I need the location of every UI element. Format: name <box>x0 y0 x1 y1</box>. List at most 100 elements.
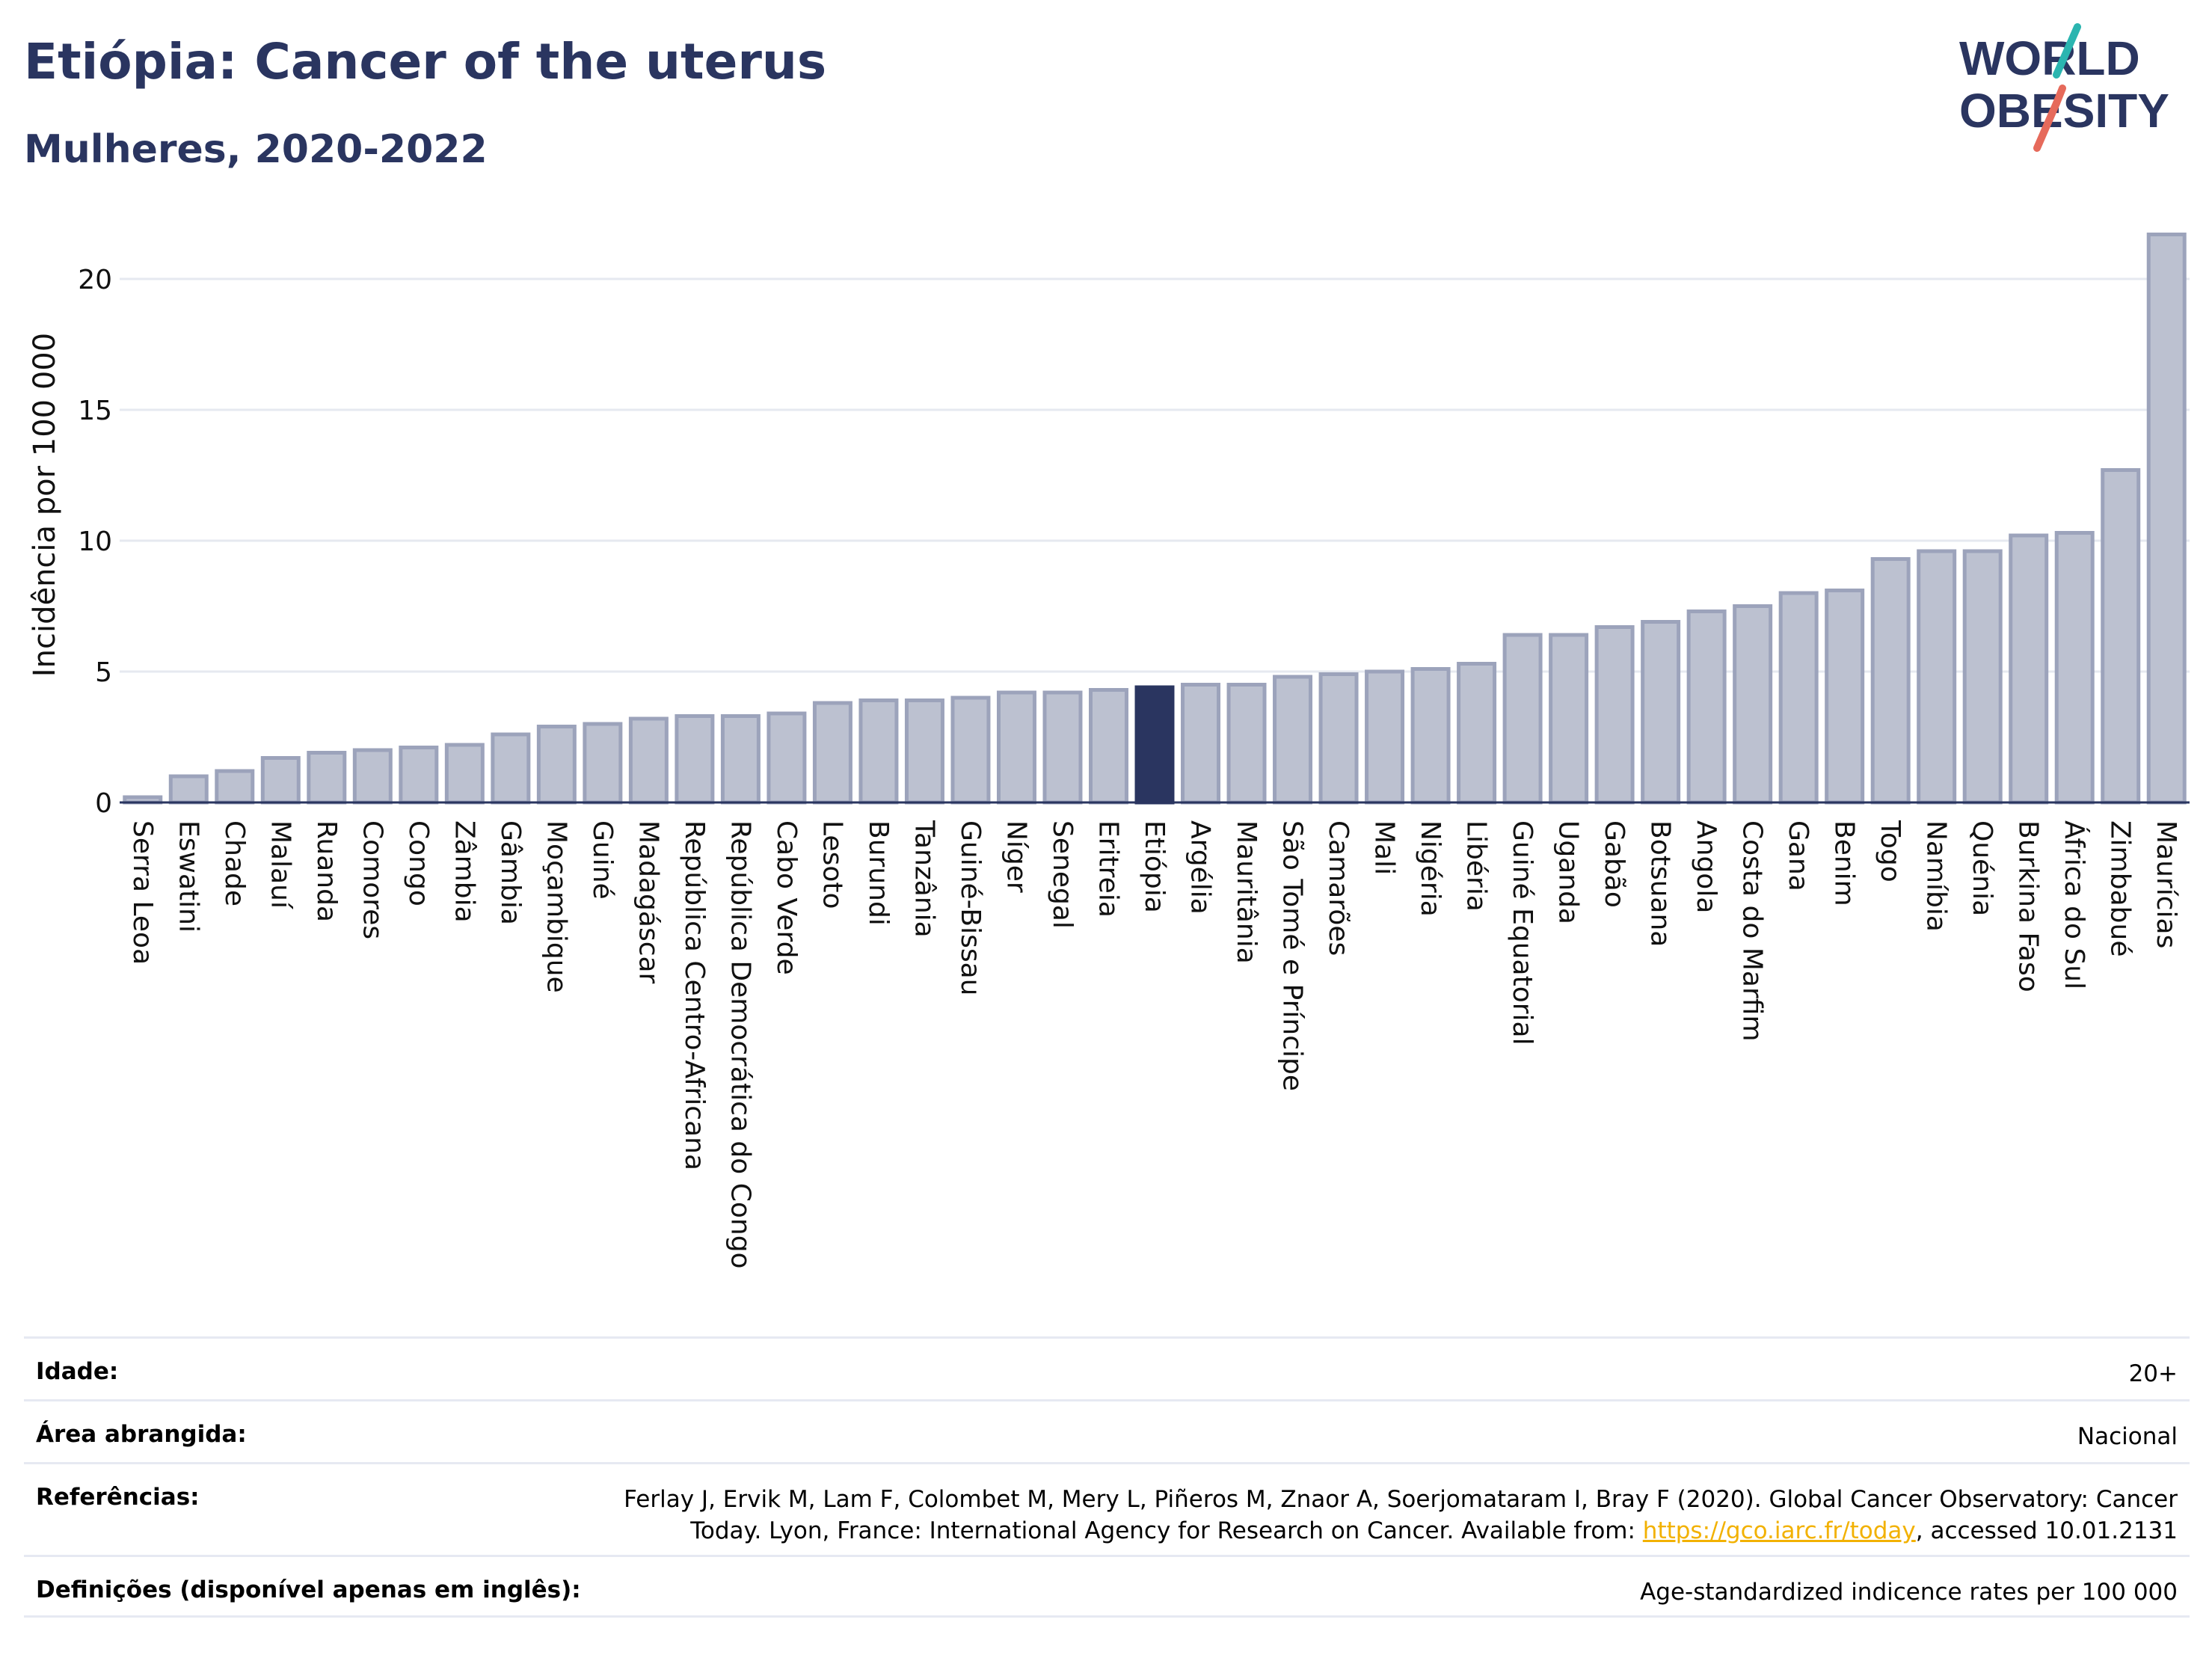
x-tick-label: Camarões <box>1323 820 1354 956</box>
bar-camar-es <box>1318 672 1359 805</box>
bar-mali <box>1365 669 1405 805</box>
x-tick-label: Uganda <box>1553 820 1584 924</box>
x-tick-label: Angola <box>1691 820 1721 913</box>
x-tick-label: África do Sul <box>2059 820 2090 989</box>
x-tick-label: São Tomé e Príncipe <box>1277 820 1308 1091</box>
reference-text: Ferlay J, Ervik M, Lam F, Colombet M, Me… <box>624 1486 2178 1544</box>
x-tick-label: República Democrática do Congo <box>725 820 755 1269</box>
x-tick-label: Cabo Verde <box>771 820 802 975</box>
bar-lib-ria <box>1457 662 1497 805</box>
bar-rep-blica-democr-tica-do-congo <box>720 714 761 805</box>
x-tick-label: Zimbabué <box>2105 820 2136 957</box>
bar-senegal <box>1042 690 1083 805</box>
x-tick-label: Malauí <box>265 820 295 909</box>
x-tick-label: Madagáscar <box>633 820 663 984</box>
x-tick-label: Guiné-Bissau <box>955 820 986 995</box>
x-tick-label: Libéria <box>1461 820 1492 912</box>
y-tick-label: 10 <box>78 526 112 557</box>
x-tick-label: Eritreia <box>1093 820 1123 918</box>
x-tick-label: Tanzânia <box>909 820 939 938</box>
bar-tanz-nia <box>904 698 944 805</box>
x-tick-label: Namíbia <box>1921 820 1952 932</box>
bar-congo <box>399 746 439 805</box>
x-tick-label: Mauritânia <box>1231 820 1262 964</box>
bars <box>120 233 2190 805</box>
x-tick-label: Níger <box>1001 820 1031 893</box>
x-tick-label: Etiópia <box>1139 820 1170 913</box>
y-tick-labels: 0 5 10 15 20 <box>78 265 112 819</box>
page-title: Etiópia: Cancer of the uterus <box>24 33 827 90</box>
bar-maurit-nia <box>1226 683 1267 805</box>
bar-nig-ria <box>1410 667 1451 805</box>
y-tick-label: 5 <box>95 657 112 688</box>
y-tick-label: 20 <box>78 265 112 295</box>
x-tick-label: Benim <box>1829 820 1860 906</box>
page-subtitle: Mulheres, 2020-2022 <box>24 127 488 172</box>
info-row-definitions: Definições (disponível apenas em inglês)… <box>24 1555 2190 1618</box>
x-tick-label: Comores <box>357 820 387 939</box>
x-tick-label: Burkina Faso <box>2013 820 2044 992</box>
bar-burkina-faso <box>2009 533 2049 805</box>
bar-zimbabu- <box>2101 468 2141 805</box>
bar-eritreia <box>1088 688 1128 805</box>
x-tick-label: Gana <box>1783 820 1813 891</box>
y-tick-label: 0 <box>95 788 112 819</box>
bar-eti-pia <box>1134 685 1175 805</box>
bar-botsuana <box>1641 620 1681 805</box>
bar-nam-bia <box>1917 549 1957 805</box>
info-row-age: Idade: 20+ <box>24 1336 2190 1399</box>
bar-uganda <box>1549 633 1589 805</box>
bar-chart: 0 5 10 15 20 Serra Leoa Eswatini Chade Malauí Ru… <box>78 233 2190 1269</box>
bar-guin-equatorial <box>1502 633 1543 805</box>
x-tick-label: Ruanda <box>311 820 342 922</box>
logo-slash-red <box>2033 99 2060 152</box>
bar-guin-bissau <box>950 696 991 805</box>
x-tick-label: Senegal <box>1047 820 1078 929</box>
x-tick-label: Burundi <box>863 820 894 926</box>
bar-madag-scar <box>628 716 669 805</box>
bar-rep-blica-centro-africana <box>675 714 715 805</box>
x-tick-label: Moçambique <box>541 820 571 993</box>
bar-comores <box>352 748 393 805</box>
x-tick-label: Quénia <box>1967 820 1997 916</box>
reference-link[interactable]: https://gco.iarc.fr/today <box>1642 1517 1916 1544</box>
bar-malau- <box>260 756 301 805</box>
bar-g-mbia <box>491 732 531 805</box>
bar-costa-do-marfim <box>1733 604 1773 805</box>
bar-s-o-tom-e-pr-ncipe <box>1273 675 1313 805</box>
bar-gab-o <box>1594 625 1635 805</box>
info-table: Idade: 20+ Área abrangida: Nacional Refe… <box>24 1336 2190 1618</box>
info-value-references: Ferlay J, Ervik M, Lam F, Colombet M, Me… <box>570 1484 2178 1547</box>
bar-cabo-verde <box>766 711 807 805</box>
info-row-references: Referências: Ferlay J, Ervik M, Lam F, C… <box>24 1462 2190 1555</box>
bar-n-ger <box>996 690 1036 805</box>
x-tick-label: Serra Leoa <box>127 820 158 965</box>
x-tick-label: Congo <box>403 820 434 906</box>
x-tick-label: Gabão <box>1599 820 1629 908</box>
x-tick-label: Nigéria <box>1415 820 1446 917</box>
info-row-area: Área abrangida: Nacional <box>24 1399 2190 1462</box>
logo-slash-teal <box>2053 23 2081 79</box>
logo-slash-mid <box>2053 85 2066 107</box>
bar-lesoto <box>812 701 852 805</box>
y-tick-label: 15 <box>78 396 112 426</box>
x-tick-label: Botsuana <box>1645 820 1676 947</box>
logo-text-world: WORLD <box>1959 31 2140 85</box>
info-label-area: Área abrangida: <box>36 1421 247 1448</box>
reference-accessed: , accessed 10.01.2131 <box>1915 1517 2178 1544</box>
x-tick-label: Argélia <box>1185 820 1216 915</box>
info-value-age: 20+ <box>2128 1360 2178 1387</box>
bar-chade <box>215 769 255 805</box>
bar-qu-nia <box>1962 549 2003 805</box>
x-tick-label: Mali <box>1369 820 1400 875</box>
x-tick-label: Costa do Marfim <box>1737 820 1768 1042</box>
bar-angola <box>1686 610 1727 805</box>
x-tick-labels: Serra Leoa Eswatini Chade Malauí Ruanda Comor… <box>127 820 2181 1269</box>
x-tick-label: Maurícias <box>2151 820 2181 948</box>
x-tick-label: Togo <box>1875 820 1905 882</box>
x-tick-label: Zâmbia <box>449 820 479 923</box>
x-tick-label: Chade <box>219 820 250 906</box>
bar-guin- <box>583 722 623 805</box>
bar--frica-do-sul <box>2054 531 2095 805</box>
info-label-age: Idade: <box>36 1358 119 1385</box>
